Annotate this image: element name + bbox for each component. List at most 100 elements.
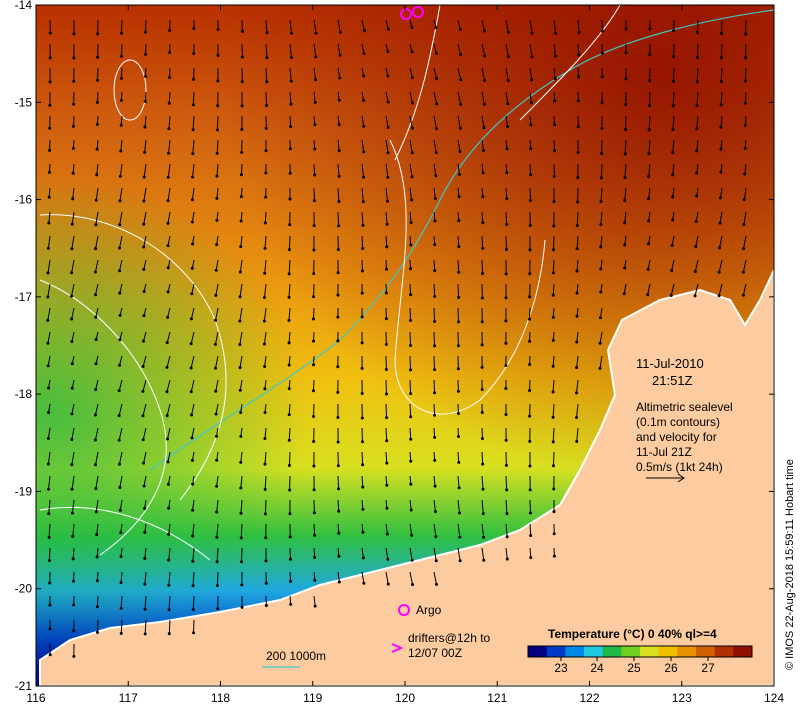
velocity-arrow-head — [72, 629, 75, 632]
velocity-arrow-head — [600, 200, 603, 203]
velocity-arrow-head — [72, 80, 75, 83]
velocity-arrow-head — [72, 603, 75, 606]
velocity-arrow — [193, 596, 194, 610]
velocity-arrow-head — [192, 631, 195, 634]
velocity-arrow-head — [435, 151, 438, 154]
velocity-arrow — [410, 284, 411, 295]
velocity-arrow-head — [339, 54, 342, 57]
velocity-arrow-head — [94, 316, 97, 319]
velocity-arrow-head — [506, 558, 509, 561]
velocity-arrow-head — [458, 486, 461, 489]
velocity-arrow-head — [409, 368, 412, 371]
velocity-arrow-head — [119, 175, 122, 178]
velocity-arrow-head — [528, 415, 531, 418]
velocity-arrow-head — [312, 340, 315, 343]
velocity-arrow-head — [576, 292, 579, 295]
velocity-arrow-head — [166, 341, 169, 344]
velocity-arrow-head — [339, 31, 342, 34]
velocity-arrow-head — [143, 608, 146, 611]
velocity-arrow-head — [600, 127, 603, 130]
velocity-arrow-head — [361, 440, 364, 443]
velocity-arrow-head — [167, 559, 170, 562]
velocity-arrow-head — [47, 512, 50, 515]
velocity-arrow-head — [167, 244, 170, 247]
velocity-arrow-head — [265, 127, 268, 130]
velocity-arrow-head — [457, 271, 460, 274]
velocity-arrow-head — [695, 171, 698, 174]
velocity-arrow-head — [48, 127, 51, 130]
velocity-arrow-head — [336, 391, 339, 394]
velocity-arrow-head — [553, 149, 556, 152]
velocity-arrow-head — [505, 248, 508, 251]
velocity-arrow-head — [457, 390, 460, 393]
velocity-arrow-head — [338, 149, 341, 152]
velocity-arrow-head — [337, 271, 340, 274]
velocity-arrow-head — [504, 387, 507, 390]
velocity-arrow-head — [385, 462, 388, 465]
velocity-arrow-head — [118, 364, 121, 367]
velocity-arrow-head — [505, 272, 508, 275]
velocity-arrow-head — [119, 531, 122, 534]
drifters-legend-line-2: 12/07 00Z — [408, 646, 462, 660]
velocity-arrow-head — [361, 463, 364, 466]
velocity-arrow-head — [95, 362, 98, 365]
velocity-arrow-head — [530, 55, 533, 58]
velocity-arrow-head — [411, 76, 414, 79]
velocity-arrow-head — [143, 583, 146, 586]
velocity-arrow-head — [96, 605, 99, 608]
velocity-arrow-head — [214, 343, 217, 346]
velocity-arrow-head — [481, 411, 484, 414]
velocity-arrow-head — [481, 488, 484, 491]
velocity-arrow-head — [505, 512, 508, 515]
velocity-arrow — [482, 452, 483, 464]
velocity-arrow-head — [483, 79, 486, 82]
velocity-arrow-head — [263, 296, 266, 299]
velocity-arrow-head — [216, 584, 219, 587]
velocity-arrow-head — [361, 508, 364, 511]
velocity-arrow-head — [143, 126, 146, 129]
velocity-arrow-head — [71, 362, 74, 365]
velocity-arrow-head — [313, 123, 316, 126]
velocity-arrow-head — [482, 559, 485, 562]
velocity-arrow-head — [191, 152, 194, 155]
velocity-arrow-head — [671, 151, 674, 154]
velocity-arrow-head — [47, 437, 50, 440]
velocity-arrow-head — [191, 534, 194, 537]
velocity-arrow-head — [552, 316, 555, 319]
velocity-arrow-head — [216, 79, 219, 82]
velocity-arrow-head — [576, 200, 579, 203]
velocity-arrow-head — [71, 488, 74, 491]
velocity-arrow-head — [49, 32, 52, 35]
velocity-arrow-head — [120, 607, 123, 610]
velocity-arrow-head — [95, 173, 98, 176]
colorbar-title: Temperature (°C) 0 40% ql>=4 — [548, 627, 717, 641]
velocity-arrow-head — [216, 152, 219, 155]
isobath-legend-label: 200 1000m — [266, 649, 326, 663]
velocity-arrow-head — [191, 509, 194, 512]
velocity-arrow-head — [263, 272, 266, 275]
velocity-arrow-head — [241, 104, 244, 107]
velocity-arrow-head — [72, 580, 75, 583]
velocity-arrow-head — [144, 31, 147, 34]
velocity-arrow-head — [410, 534, 413, 537]
velocity-arrow-head — [458, 150, 461, 153]
velocity-arrow-head — [70, 340, 73, 343]
x-tick-label: 121 — [487, 691, 507, 705]
velocity-arrow-head — [337, 532, 340, 535]
velocity-arrow-head — [385, 317, 388, 320]
velocity-arrow-head — [361, 292, 364, 295]
velocity-arrow-head — [362, 99, 365, 102]
velocity-arrow-head — [459, 103, 462, 106]
velocity-arrow-head — [434, 197, 437, 200]
velocity-arrow-head — [361, 247, 364, 250]
velocity-arrow-head — [575, 416, 578, 419]
velocity-arrow — [217, 116, 218, 130]
velocity-arrow-head — [142, 223, 145, 226]
velocity-arrow-head — [742, 247, 745, 250]
velocity-arrow-head — [288, 413, 291, 416]
velocity-arrow-head — [435, 77, 438, 80]
velocity-arrow-head — [482, 149, 485, 152]
velocity-arrow-head — [72, 557, 75, 560]
velocity-arrow-head — [505, 223, 508, 226]
velocity-arrow-head — [94, 463, 97, 466]
